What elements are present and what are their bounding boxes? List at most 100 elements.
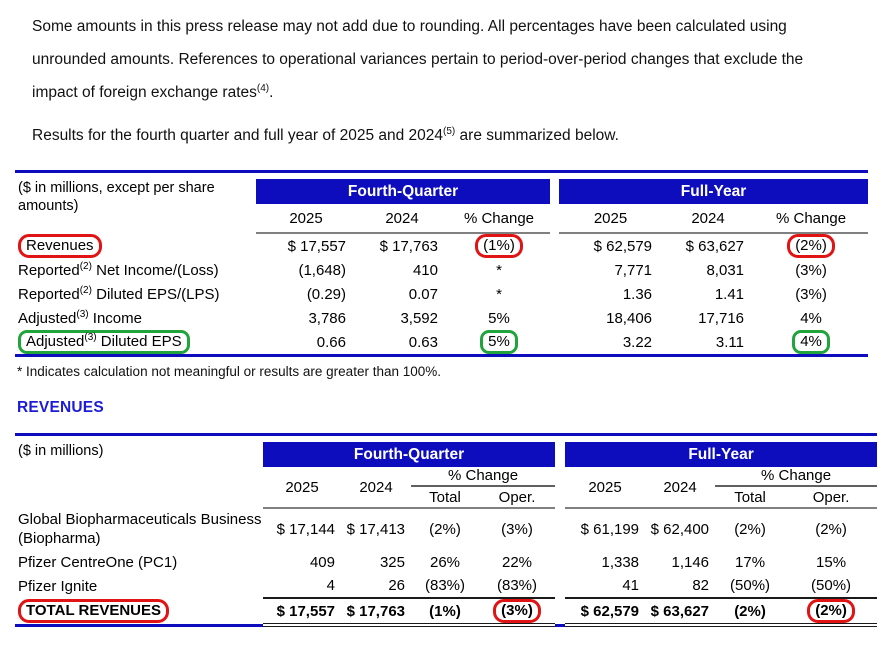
cell-fq-2024: 325 [379, 553, 405, 571]
cell-fy-2025: $ 62,579 [565, 597, 646, 627]
cell-fq-oper: (3%) [501, 521, 533, 538]
cell-fq-change: * [496, 261, 502, 279]
green-annotation-adjusted-eps-label: Adjusted(3) Diluted EPS [18, 330, 190, 354]
table-row-reported-net-income: Reported(2) Net Income/(Loss) (1,648) 41… [15, 258, 868, 282]
fq-pct-change-header: % Change [411, 467, 556, 487]
cell-fy-2024: $ 62,400 [650, 521, 710, 538]
table-row-adjusted-diluted-eps: Adjusted(3) Diluted EPS 0.66 0.63 5% 3.2… [15, 330, 868, 356]
row-label: Pfizer Ignite [18, 577, 98, 595]
red-annotation-fq-oper: (3%) [493, 599, 541, 623]
cell-fy-change: 4% [800, 333, 822, 350]
cell-fq-total: (83%) [424, 577, 465, 594]
cell-fq-2025: (0.29) [306, 285, 346, 303]
fy-oper-header: Oper. [785, 486, 878, 509]
cell-fy-change: 4% [800, 309, 822, 327]
footnote-ref-3: (3) [84, 332, 97, 343]
row-label: Adjusted [18, 309, 77, 327]
cell-fq-2025: $ 17,557 [263, 597, 341, 627]
cell-fq-total: (1%) [411, 597, 479, 627]
full-year-header-bar: Full-Year [565, 442, 878, 467]
cell-fq-2025: 4 [326, 577, 335, 594]
cell-fy-2025: $ 62,579 [593, 237, 653, 255]
red-annotation-total-revenues-label: TOTAL REVENUES [18, 598, 170, 623]
column-gap [555, 434, 566, 508]
cell-fq-2024: 0.07 [408, 285, 438, 303]
cell-fq-2025: 0.66 [316, 333, 346, 351]
fq-change-header: % Change [448, 204, 551, 234]
cell-fq-total: (2%) [429, 521, 461, 538]
cell-fq-2024: 26 [388, 577, 405, 594]
fourth-quarter-header-bar: Fourth-Quarter [256, 179, 551, 204]
table-row-adjusted-income: Adjusted(3) Income 3,786 3,592 5% 18,406… [15, 306, 868, 330]
cell-fq-2025: 409 [309, 553, 335, 571]
cell-fq-2025: 3,786 [308, 309, 346, 327]
fq-oper-header: Oper. [479, 486, 556, 509]
cell-fq-2025: (1,648) [298, 261, 346, 279]
revenues-unit-note: ($ in millions) [18, 443, 104, 459]
full-year-header-bar: Full-Year [559, 179, 869, 204]
fy-2024-header: 2024 [662, 204, 755, 234]
cell-fy-2024: $ 63,627 [645, 597, 716, 627]
fq-2025-header: 2025 [256, 204, 356, 234]
summary-group-fourth-quarter: Fourth-Quarter [256, 172, 551, 204]
row-label: Pfizer CentreOne (PC1) [18, 553, 178, 571]
cell-fy-oper: 15% [816, 553, 847, 571]
fy-total-header: Total [715, 486, 786, 509]
fy-2025-header: 2025 [565, 467, 646, 509]
green-annotation-fy-change: 4% [792, 330, 830, 354]
cell-fq-change: * [496, 285, 502, 303]
revenues-subchange-header-row: Total Oper. Total Oper. [15, 486, 878, 509]
cell-fy-total: (2%) [734, 521, 766, 538]
cell-fq-2024: 410 [412, 261, 438, 279]
cell-fy-2025: $ 61,199 [580, 521, 640, 538]
footnote-ref-5: (5) [443, 125, 456, 137]
cell-fy-2024: 3.11 [715, 333, 745, 351]
cell-fq-change: 5% [488, 309, 510, 327]
row-label: Reported [18, 285, 80, 303]
cell-fy-oper: (2%) [815, 521, 847, 538]
cell-fy-oper: (2%) [815, 602, 847, 619]
cell-fy-total: (50%) [730, 577, 771, 594]
revenues-section-heading: REVENUES [17, 399, 104, 416]
results-summary-line: Results for the fourth quarter and full … [32, 119, 850, 152]
revenues-group-full-year: Full-Year [565, 435, 878, 467]
revenues-group-header-row: ($ in millions) Fourth-Quarter Full-Year [15, 434, 878, 508]
table-row-centreone: Pfizer CentreOne (PC1) 409 325 26% 22% 1… [15, 550, 877, 574]
summary-year-header-row: 2025 2024 % Change 2025 2024 % Change [15, 204, 869, 234]
revenues-group-fourth-quarter: Fourth-Quarter [263, 435, 556, 467]
intro-tail: . [269, 84, 274, 101]
cell-fy-change: (3%) [795, 261, 827, 279]
cell-fq-2024: $ 17,763 [341, 597, 411, 627]
row-label: Adjusted [26, 333, 85, 350]
row-label: Global Biopharmaceuticals Business (Biop… [18, 511, 262, 547]
revenues-table: ($ in millions) Fourth-Quarter Full-Year… [15, 433, 878, 627]
cell-fq-2024: 0.63 [408, 333, 438, 351]
cell-fq-change: 5% [488, 333, 510, 350]
results-tail: are summarized below. [455, 127, 619, 144]
cell-fy-2025: 41 [622, 577, 640, 594]
summary-unit-note: ($ in millions, except per share amounts… [18, 180, 215, 214]
cell-fy-total: (2%) [715, 597, 786, 627]
row-label: Reported [18, 261, 80, 279]
table-row-reported-diluted-eps: Reported(2) Diluted EPS/(LPS) (0.29) 0.0… [15, 282, 868, 306]
cell-fq-oper: (3%) [501, 602, 533, 619]
cell-fy-change: (3%) [795, 285, 827, 303]
fy-2025-header: 2025 [559, 204, 663, 234]
footnote-ref-2: (2) [79, 284, 92, 296]
cell-fy-2025: 1.36 [622, 285, 653, 303]
cell-fq-change: (1%) [483, 237, 515, 254]
cell-fy-2025: 3.22 [622, 333, 653, 351]
fy-pct-change-header: % Change [715, 467, 878, 487]
cell-fy-2025: 7,771 [614, 261, 653, 279]
fy-change-header: % Change [754, 204, 869, 234]
column-gap [550, 171, 560, 233]
summary-group-full-year: Full-Year [559, 172, 869, 204]
cell-fy-2025: 18,406 [606, 309, 653, 327]
footnote-ref-2: (2) [79, 260, 92, 272]
cell-fq-2025: $ 17,144 [276, 521, 335, 538]
summary-table: ($ in millions, except per share amounts… [15, 170, 869, 357]
row-label: Revenues [26, 236, 94, 254]
red-annotation-fy-oper: (2%) [807, 599, 855, 623]
intro-text: Some amounts in this press release may n… [32, 18, 804, 101]
